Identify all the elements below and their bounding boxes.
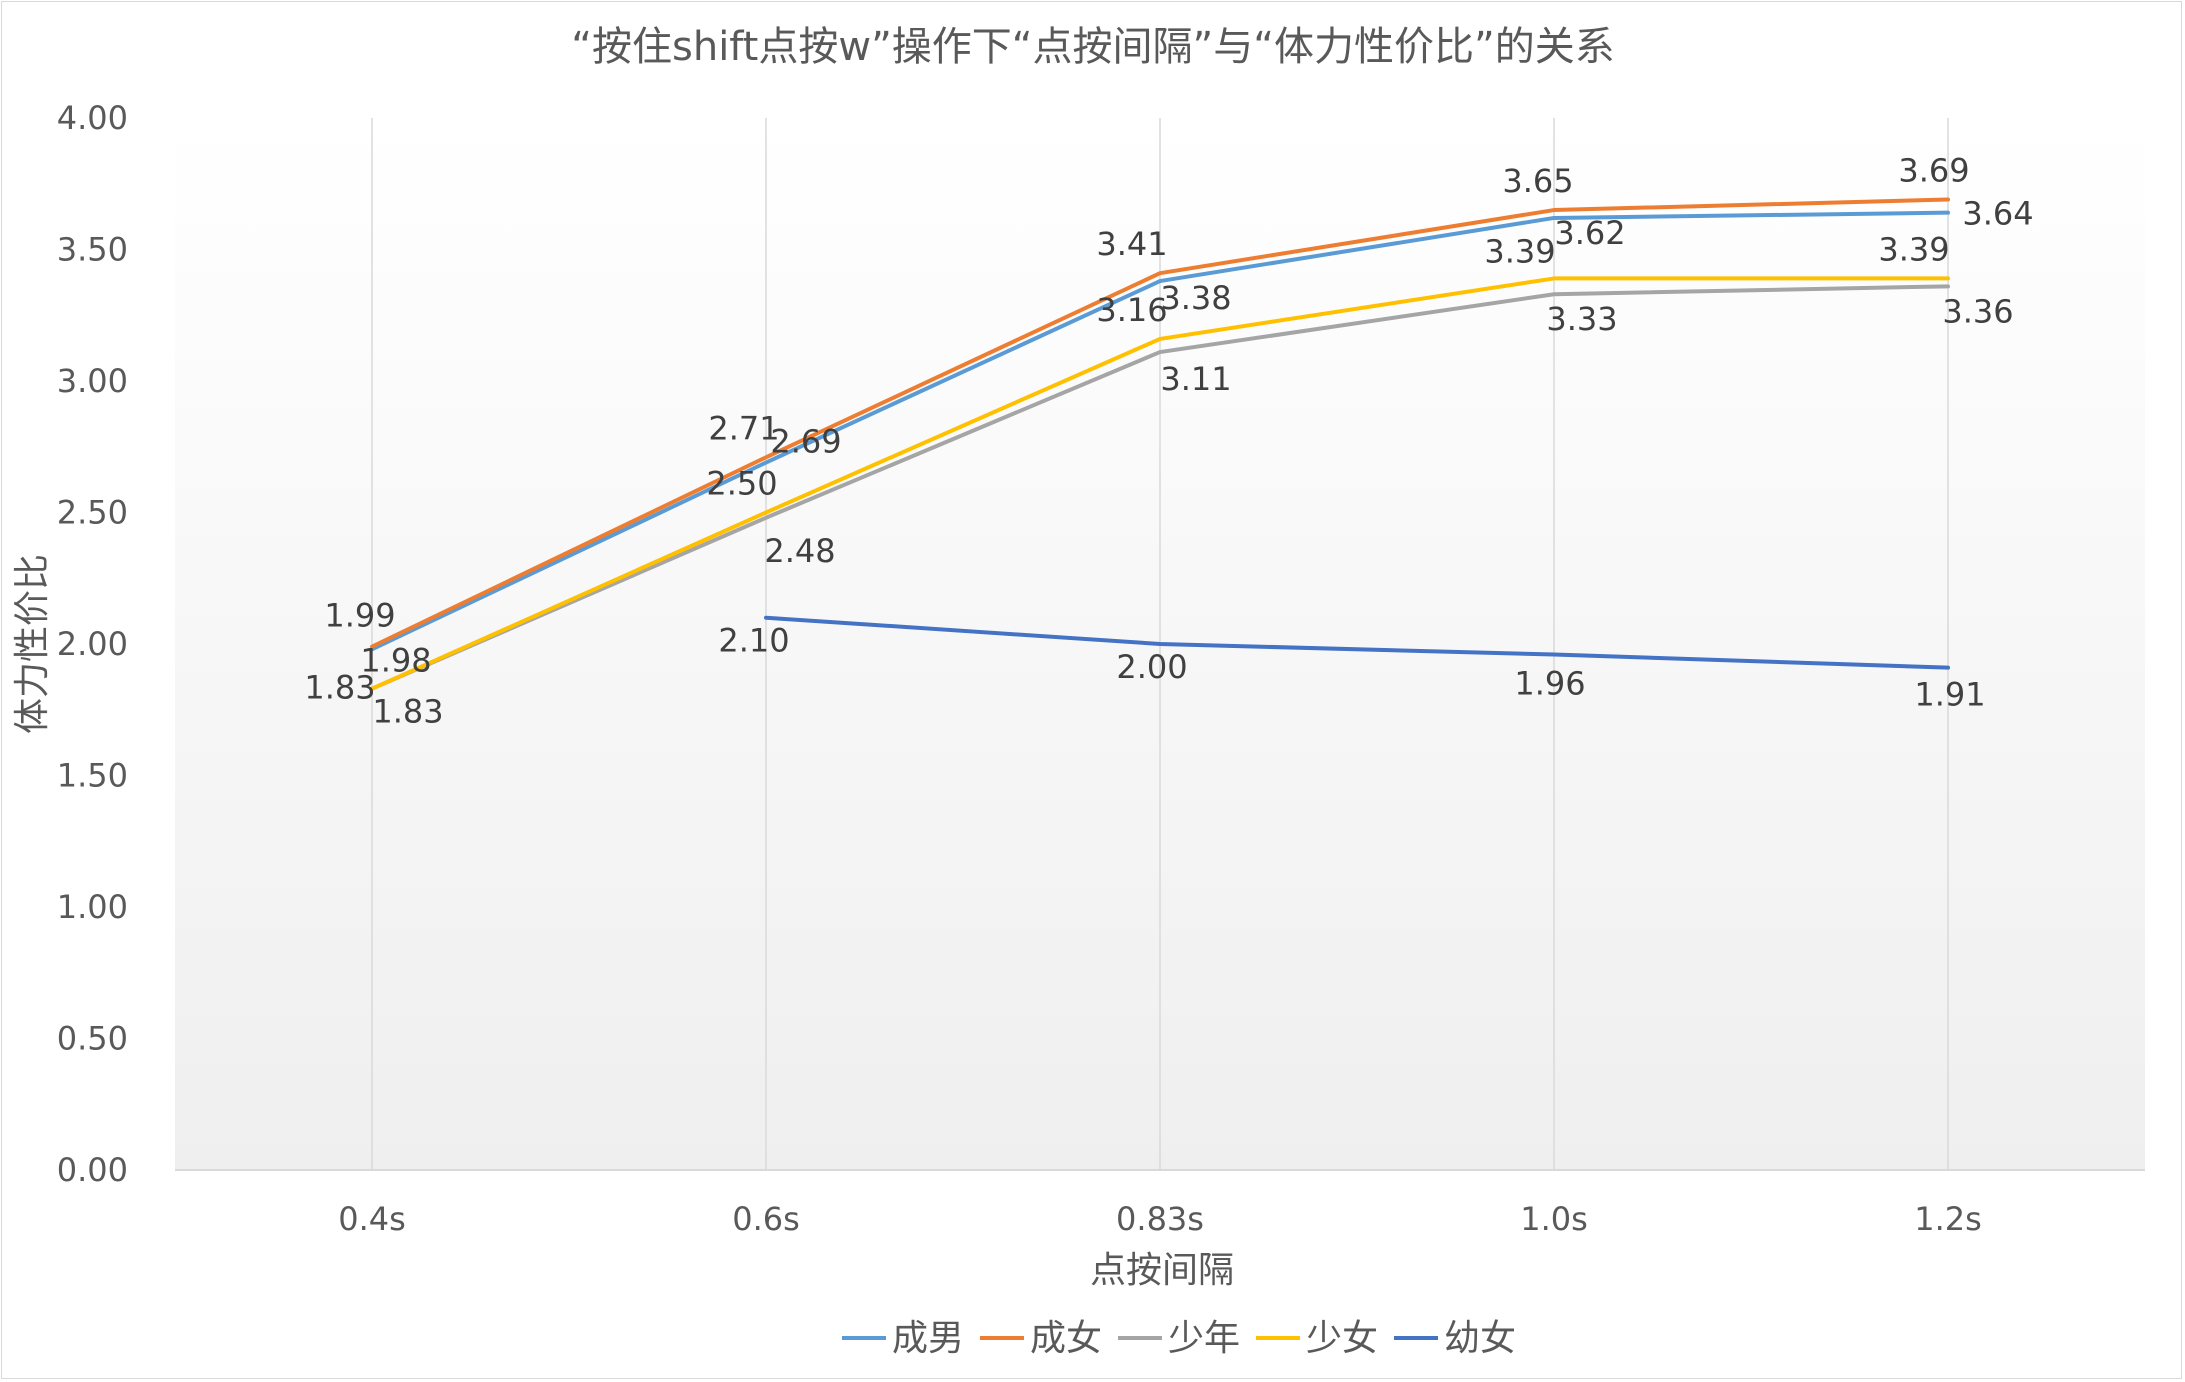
data-label: 2.00 bbox=[1116, 648, 1187, 686]
data-label: 3.39 bbox=[1484, 232, 1555, 270]
x-axis-ticks: 0.4s 0.6s 0.83s 1.0s 1.2s bbox=[338, 1200, 1982, 1238]
y-axis-title: 体力性价比 bbox=[12, 554, 53, 734]
y-tick-label: 3.00 bbox=[57, 362, 128, 400]
legend-label: 少女 bbox=[1306, 1318, 1378, 1359]
data-label: 3.36 bbox=[1942, 292, 2013, 330]
x-tick-label: 0.6s bbox=[732, 1200, 800, 1238]
y-tick-label: 1.00 bbox=[57, 888, 128, 926]
data-label: 3.65 bbox=[1502, 162, 1573, 200]
data-label: 1.99 bbox=[324, 597, 395, 635]
data-label: 1.91 bbox=[1914, 676, 1985, 714]
data-label: 1.83 bbox=[304, 669, 375, 707]
data-label: 2.10 bbox=[718, 622, 789, 660]
y-tick-label: 0.00 bbox=[57, 1151, 128, 1189]
x-tick-label: 1.2s bbox=[1914, 1200, 1982, 1238]
legend-label: 成男 bbox=[892, 1318, 964, 1359]
series-line bbox=[370, 276, 1950, 691]
data-label: 3.41 bbox=[1096, 225, 1167, 263]
series-line bbox=[370, 197, 1950, 649]
y-tick-label: 3.50 bbox=[57, 231, 128, 269]
y-tick-label: 0.50 bbox=[57, 1020, 128, 1058]
x-tick-label: 0.83s bbox=[1116, 1200, 1204, 1238]
y-axis-ticks: 0.00 0.50 1.00 1.50 2.00 2.50 3.00 3.50 4.00 bbox=[57, 99, 128, 1189]
data-label: 3.39 bbox=[1878, 230, 1949, 268]
series-line bbox=[370, 210, 1950, 652]
legend-label: 少年 bbox=[1168, 1318, 1240, 1359]
series-line bbox=[370, 284, 1950, 691]
data-label: 3.64 bbox=[1962, 195, 2033, 233]
y-tick-label: 1.50 bbox=[57, 757, 128, 795]
series-lines bbox=[370, 197, 1950, 691]
data-label: 2.50 bbox=[706, 465, 777, 503]
data-label: 2.48 bbox=[764, 532, 835, 570]
legend-label: 幼女 bbox=[1444, 1318, 1516, 1359]
gridlines bbox=[371, 118, 1949, 1170]
chart-title: “按住shift点按w”操作下“点按间隔”与“体力性价比”的关系 bbox=[571, 24, 1614, 70]
y-tick-label: 4.00 bbox=[57, 99, 128, 137]
x-axis-title: 点按间隔 bbox=[1090, 1250, 1234, 1291]
data-label: 1.96 bbox=[1514, 665, 1585, 703]
legend-label: 成女 bbox=[1030, 1318, 1102, 1359]
data-label: 3.11 bbox=[1160, 360, 1231, 398]
data-label: 3.62 bbox=[1554, 214, 1625, 252]
data-label: 1.98 bbox=[360, 641, 431, 679]
data-label: 2.71 bbox=[708, 409, 779, 447]
data-label: 3.69 bbox=[1898, 152, 1969, 190]
data-labels: 1.98 2.69 3.38 3.62 3.64 1.99 2.71 3.41 3.65 3.69… bbox=[304, 152, 2033, 731]
data-label: 2.69 bbox=[770, 423, 841, 461]
series-line bbox=[764, 615, 1950, 670]
legend: 成男 成女 少年 少女 幼女 bbox=[842, 1318, 1516, 1359]
data-label: 3.33 bbox=[1546, 300, 1617, 338]
data-label: 1.83 bbox=[372, 693, 443, 731]
data-label: 3.38 bbox=[1160, 279, 1231, 317]
x-tick-label: 1.0s bbox=[1520, 1200, 1588, 1238]
x-tick-label: 0.4s bbox=[338, 1200, 406, 1238]
y-tick-label: 2.00 bbox=[57, 625, 128, 663]
data-label: 3.16 bbox=[1096, 291, 1167, 329]
y-tick-label: 2.50 bbox=[57, 494, 128, 532]
